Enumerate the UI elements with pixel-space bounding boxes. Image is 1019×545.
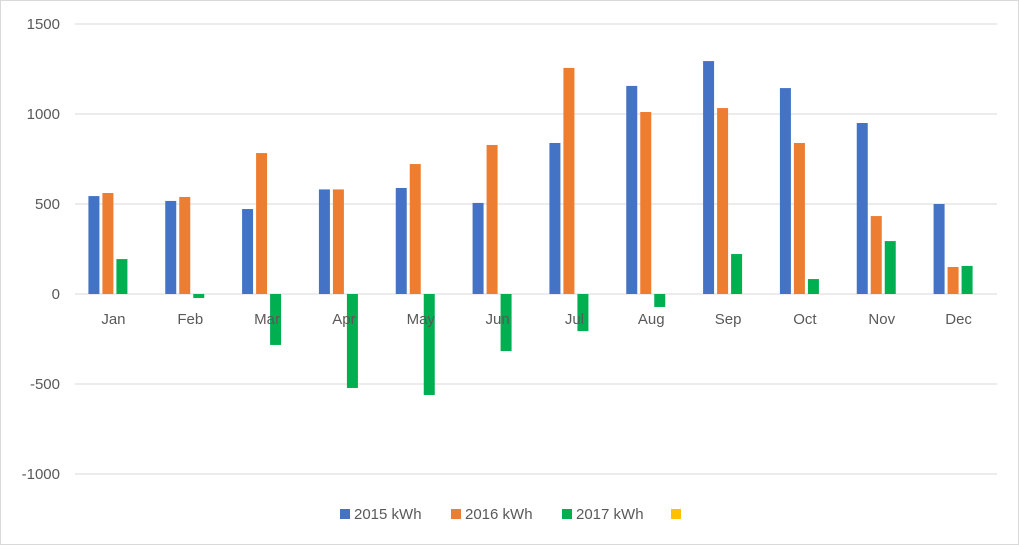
bar-aug-3 (654, 294, 666, 307)
bar-dec-3 (961, 265, 973, 294)
bar-apr-2 (332, 189, 344, 294)
bar-jul-1 (549, 142, 561, 294)
bar-mar-3 (270, 294, 282, 345)
y-tick-label: 1000 (27, 106, 60, 123)
legend-label: 2015 kWh (354, 506, 422, 523)
bar-sep-2 (717, 108, 729, 294)
legend-swatch (451, 509, 461, 519)
x-tick-label: Sep (715, 311, 742, 328)
bar-oct-1 (779, 88, 791, 294)
legend-label: 2016 kWh (465, 506, 533, 523)
bar-oct-3 (807, 279, 819, 294)
y-tick-label: -500 (30, 376, 60, 393)
bar-feb-3 (193, 294, 205, 298)
bar-mar-1 (242, 209, 254, 294)
bar-dec-1 (933, 204, 945, 294)
bar-may-1 (395, 187, 407, 294)
x-tick-label: Mar (254, 311, 280, 328)
bar-aug-2 (640, 112, 652, 295)
bar-may-3 (423, 294, 435, 395)
y-tick-label: 0 (52, 286, 60, 303)
bar-jul-3 (577, 294, 589, 332)
bar-jan-2 (102, 193, 114, 294)
bar-sep-3 (731, 254, 743, 294)
bar-apr-3 (346, 294, 358, 388)
bar-jan-1 (88, 196, 100, 294)
bar-jun-3 (500, 294, 512, 352)
bar-jun-2 (486, 144, 498, 294)
bar-nov-1 (856, 123, 868, 294)
x-tick-label: Feb (177, 311, 203, 328)
legend-label: 2017 kWh (576, 506, 644, 523)
bar-dec-2 (947, 267, 959, 294)
x-tick-label: Oct (793, 311, 817, 328)
bar-jan-3 (116, 259, 128, 294)
x-tick-label: Jun (485, 311, 509, 328)
bar-apr-1 (318, 189, 330, 294)
legend-swatch (562, 509, 572, 519)
bar-nov-3 (884, 241, 896, 294)
x-tick-label: May (407, 311, 436, 328)
bar-sep-1 (703, 61, 715, 294)
y-tick-label: 500 (35, 196, 60, 213)
x-tick-label: Nov (868, 311, 895, 328)
bar-feb-1 (165, 200, 177, 294)
y-tick-label: 1500 (27, 16, 60, 33)
bar-oct-2 (793, 142, 805, 294)
bar-jun-1 (472, 202, 484, 294)
legend-swatch (340, 509, 350, 519)
bar-feb-2 (179, 196, 191, 294)
x-tick-label: Apr (332, 311, 355, 328)
bar-jul-2 (563, 67, 575, 294)
bar-mar-2 (256, 153, 268, 294)
x-tick-label: Dec (945, 311, 972, 328)
legend-swatch (671, 509, 681, 519)
y-tick-label: -1000 (22, 466, 60, 483)
x-tick-label: Jan (101, 311, 125, 328)
x-tick-label: Aug (638, 311, 665, 328)
bar-may-2 (409, 164, 421, 294)
bar-nov-2 (870, 216, 882, 294)
x-tick-label: Jul (565, 311, 584, 328)
bar-aug-1 (626, 85, 638, 294)
